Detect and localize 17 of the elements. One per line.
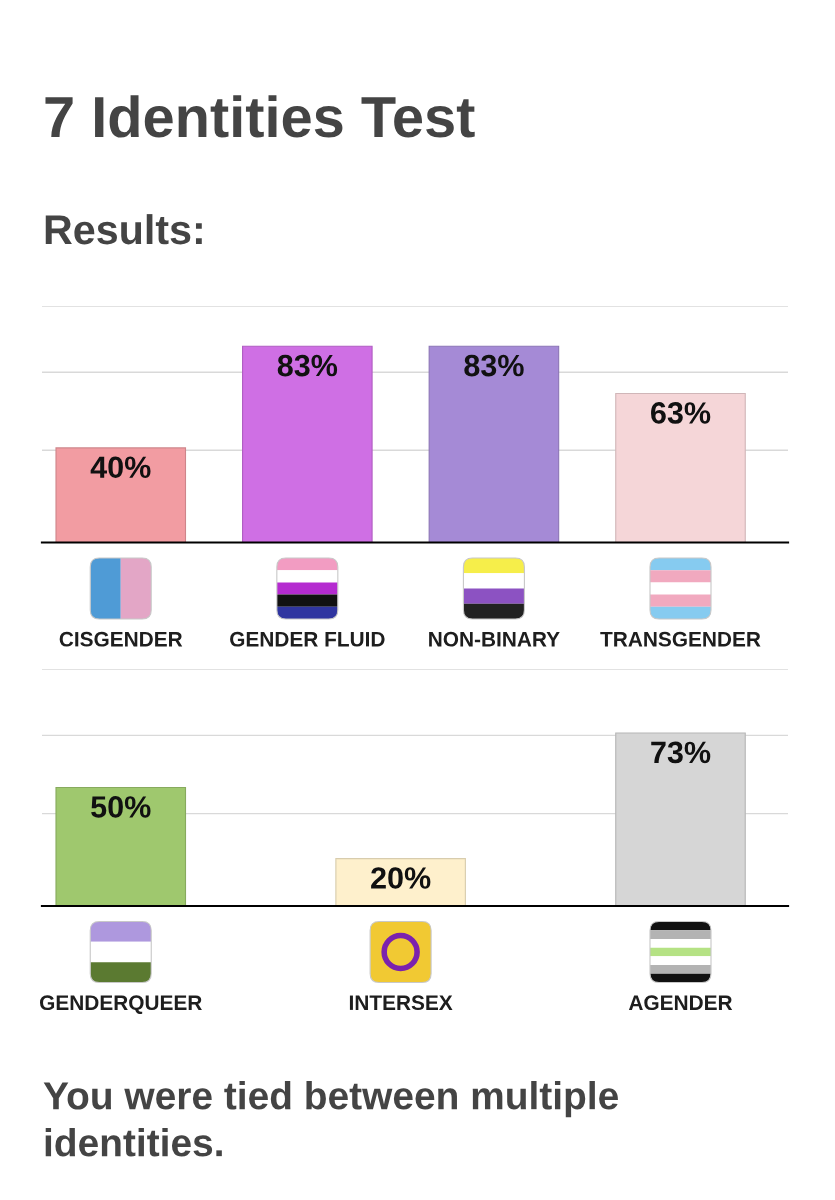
x-tick-label: INTERSEX — [349, 995, 453, 1011]
data-label: 50% — [91, 796, 151, 818]
x-tick-label: GENDERQUEER — [39, 995, 202, 1014]
x-tick-label: NON-BINARY — [429, 631, 560, 647]
data-label: 63% — [651, 402, 711, 424]
data-label: 83% — [464, 354, 524, 377]
x-tick-label: AGENDER — [628, 995, 733, 1011]
x-tick-label: TRANSGENDER — [600, 631, 761, 647]
x-tick-label: CISGENDER — [59, 631, 183, 647]
data-label: 83% — [277, 354, 338, 377]
text: You were tied between multiple identities. — [43, 1081, 618, 1157]
chart-subtitle: Results: — [45, 214, 202, 245]
data-label: 73% — [651, 741, 711, 764]
data-label: 20% — [371, 867, 431, 889]
chart-title: 7 Identities Test — [45, 95, 475, 138]
data-label: 40% — [90, 456, 151, 479]
x-tick-label: GENDER FLUID — [230, 631, 385, 647]
